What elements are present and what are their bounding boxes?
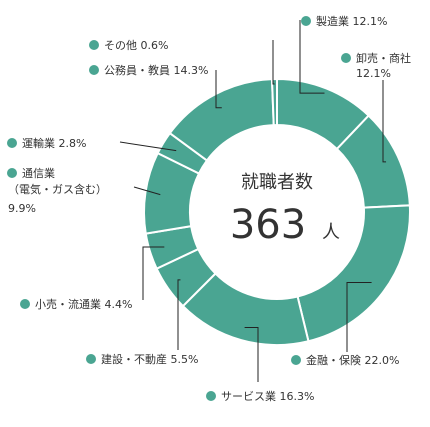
legend-dot-4 xyxy=(86,354,96,364)
leader-line-2 xyxy=(346,282,372,352)
leader-line-3 xyxy=(244,327,259,382)
slice-label-0: 製造業 12.1% xyxy=(316,14,387,28)
center-title: 就職者数 xyxy=(241,172,313,193)
leader-line-7 xyxy=(119,141,177,152)
slice-label-4: 建設・不動産 5.5% xyxy=(101,352,198,366)
slice-label-8: 公務員・教員 14.3% xyxy=(104,63,208,77)
donut-slices xyxy=(143,77,411,346)
leader-line-5 xyxy=(142,246,165,300)
leader-line-9 xyxy=(272,40,275,85)
slice-2 xyxy=(296,204,411,343)
legend-dot-0 xyxy=(301,16,311,26)
legend-dot-1 xyxy=(341,53,351,63)
slice-labels: 製造業 12.1% 卸売・商社 12.1% 金融・保険 22.0% サービス業 16.3… xyxy=(7,14,411,403)
leader-line-0 xyxy=(299,20,325,94)
center-unit: 人 xyxy=(322,222,340,243)
slice-label-1-line1: 12.1% xyxy=(356,67,391,80)
slice-label-6-line2: 9.9% xyxy=(8,202,36,215)
slice-label-6: 通信業 xyxy=(22,167,55,180)
slice-label-5: 小売・流通業 4.4% xyxy=(35,297,132,311)
leader-line-8 xyxy=(215,70,222,109)
center-value: 363 xyxy=(230,202,306,248)
legend-dot-7 xyxy=(7,138,17,148)
leader-line-4 xyxy=(177,279,181,350)
leader-line-6 xyxy=(133,186,161,196)
slice-label-2: 金融・保険 22.0% xyxy=(306,353,399,367)
legend-dot-2 xyxy=(291,355,301,365)
slice-label-9: その他 0.6% xyxy=(104,39,168,52)
legend-dot-9 xyxy=(89,40,99,50)
legend-dot-3 xyxy=(206,391,216,401)
legend-dot-5 xyxy=(20,299,30,309)
slice-label-6-line1: （電気・ガス含む） xyxy=(8,182,107,196)
slice-label-1: 卸売・商社 xyxy=(356,51,411,65)
leader-line-1 xyxy=(382,80,387,163)
slice-label-7: 運輸業 2.8% xyxy=(22,136,86,150)
slice-label-3: サービス業 16.3% xyxy=(221,390,314,403)
leader-lines xyxy=(119,20,387,382)
legend-dot-8 xyxy=(89,65,99,75)
legend-dot-6 xyxy=(7,168,17,178)
slice-9 xyxy=(270,77,278,127)
